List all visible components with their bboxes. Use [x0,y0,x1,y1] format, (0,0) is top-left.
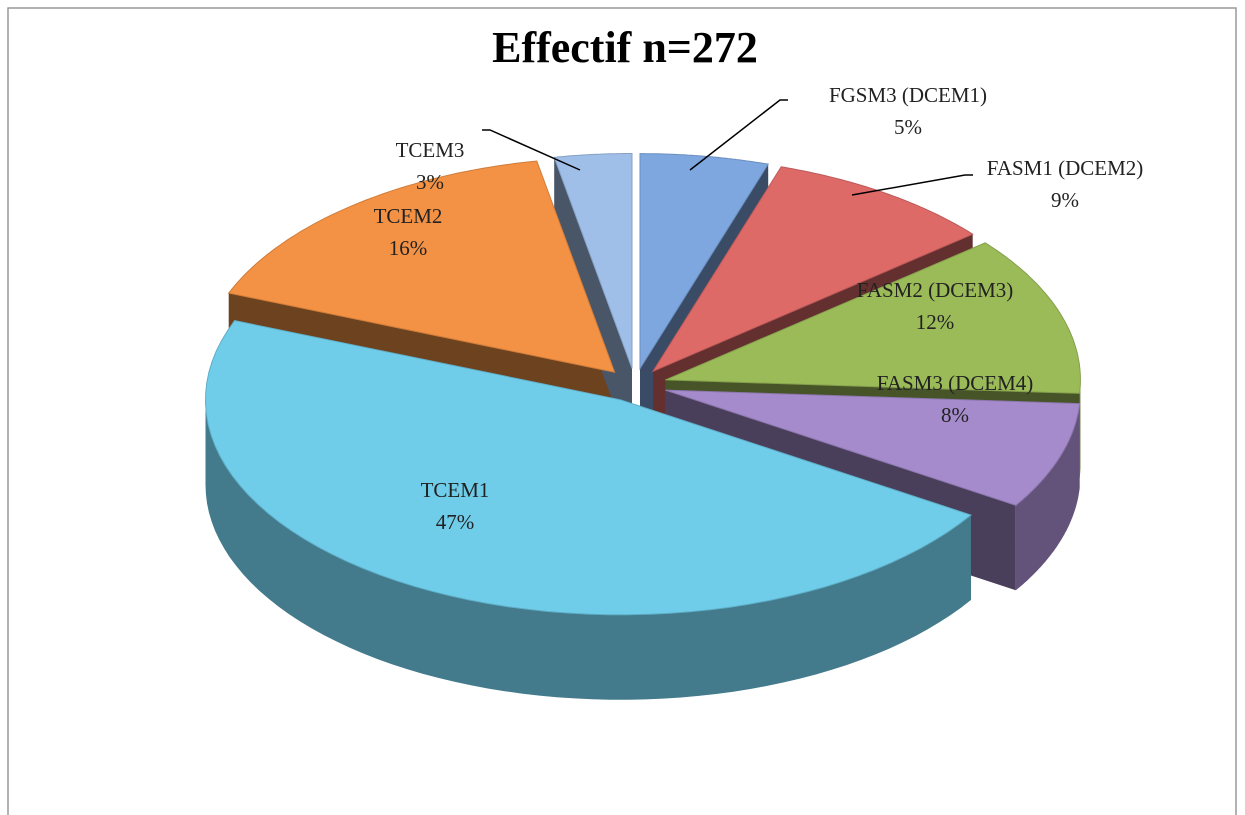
slice-top [204,320,972,616]
leader-line [482,129,581,171]
slice-label: FASM2 (DCEM3) [857,278,1014,302]
slice-wall [205,399,971,700]
slice-side [554,157,632,454]
slice-label: FASM3 (DCEM4) [877,371,1034,395]
slice-top [227,160,616,373]
chart-title: Effectif n=272 [492,23,758,72]
slice-value-label: 47% [436,510,475,534]
leader-line [689,99,788,171]
slice-top [639,153,770,371]
slice-label: FGSM3 (DCEM1) [829,83,987,107]
slice-label: TCEM1 [421,478,490,502]
slice-value-label: 12% [916,310,955,334]
slice-tops [204,153,1081,616]
slice-wall [1015,403,1080,591]
slice-value-label: 5% [894,115,922,139]
chart-frame [7,7,1237,815]
slice-value-label: 9% [1051,188,1079,212]
slice-value-label: 3% [416,170,444,194]
slice-top [651,166,974,373]
slice-wall [1079,379,1081,479]
slice-value-label: 16% [389,236,428,260]
slice-label: TCEM2 [374,204,443,228]
slice-label: FASM1 (DCEM2) [987,156,1144,180]
slice-label: TCEM3 [396,138,465,162]
slice-top [553,153,633,369]
slice-top [665,242,1081,394]
slice-top [665,389,1081,506]
slice-value-label: 8% [941,403,969,427]
leader-line [851,174,973,196]
